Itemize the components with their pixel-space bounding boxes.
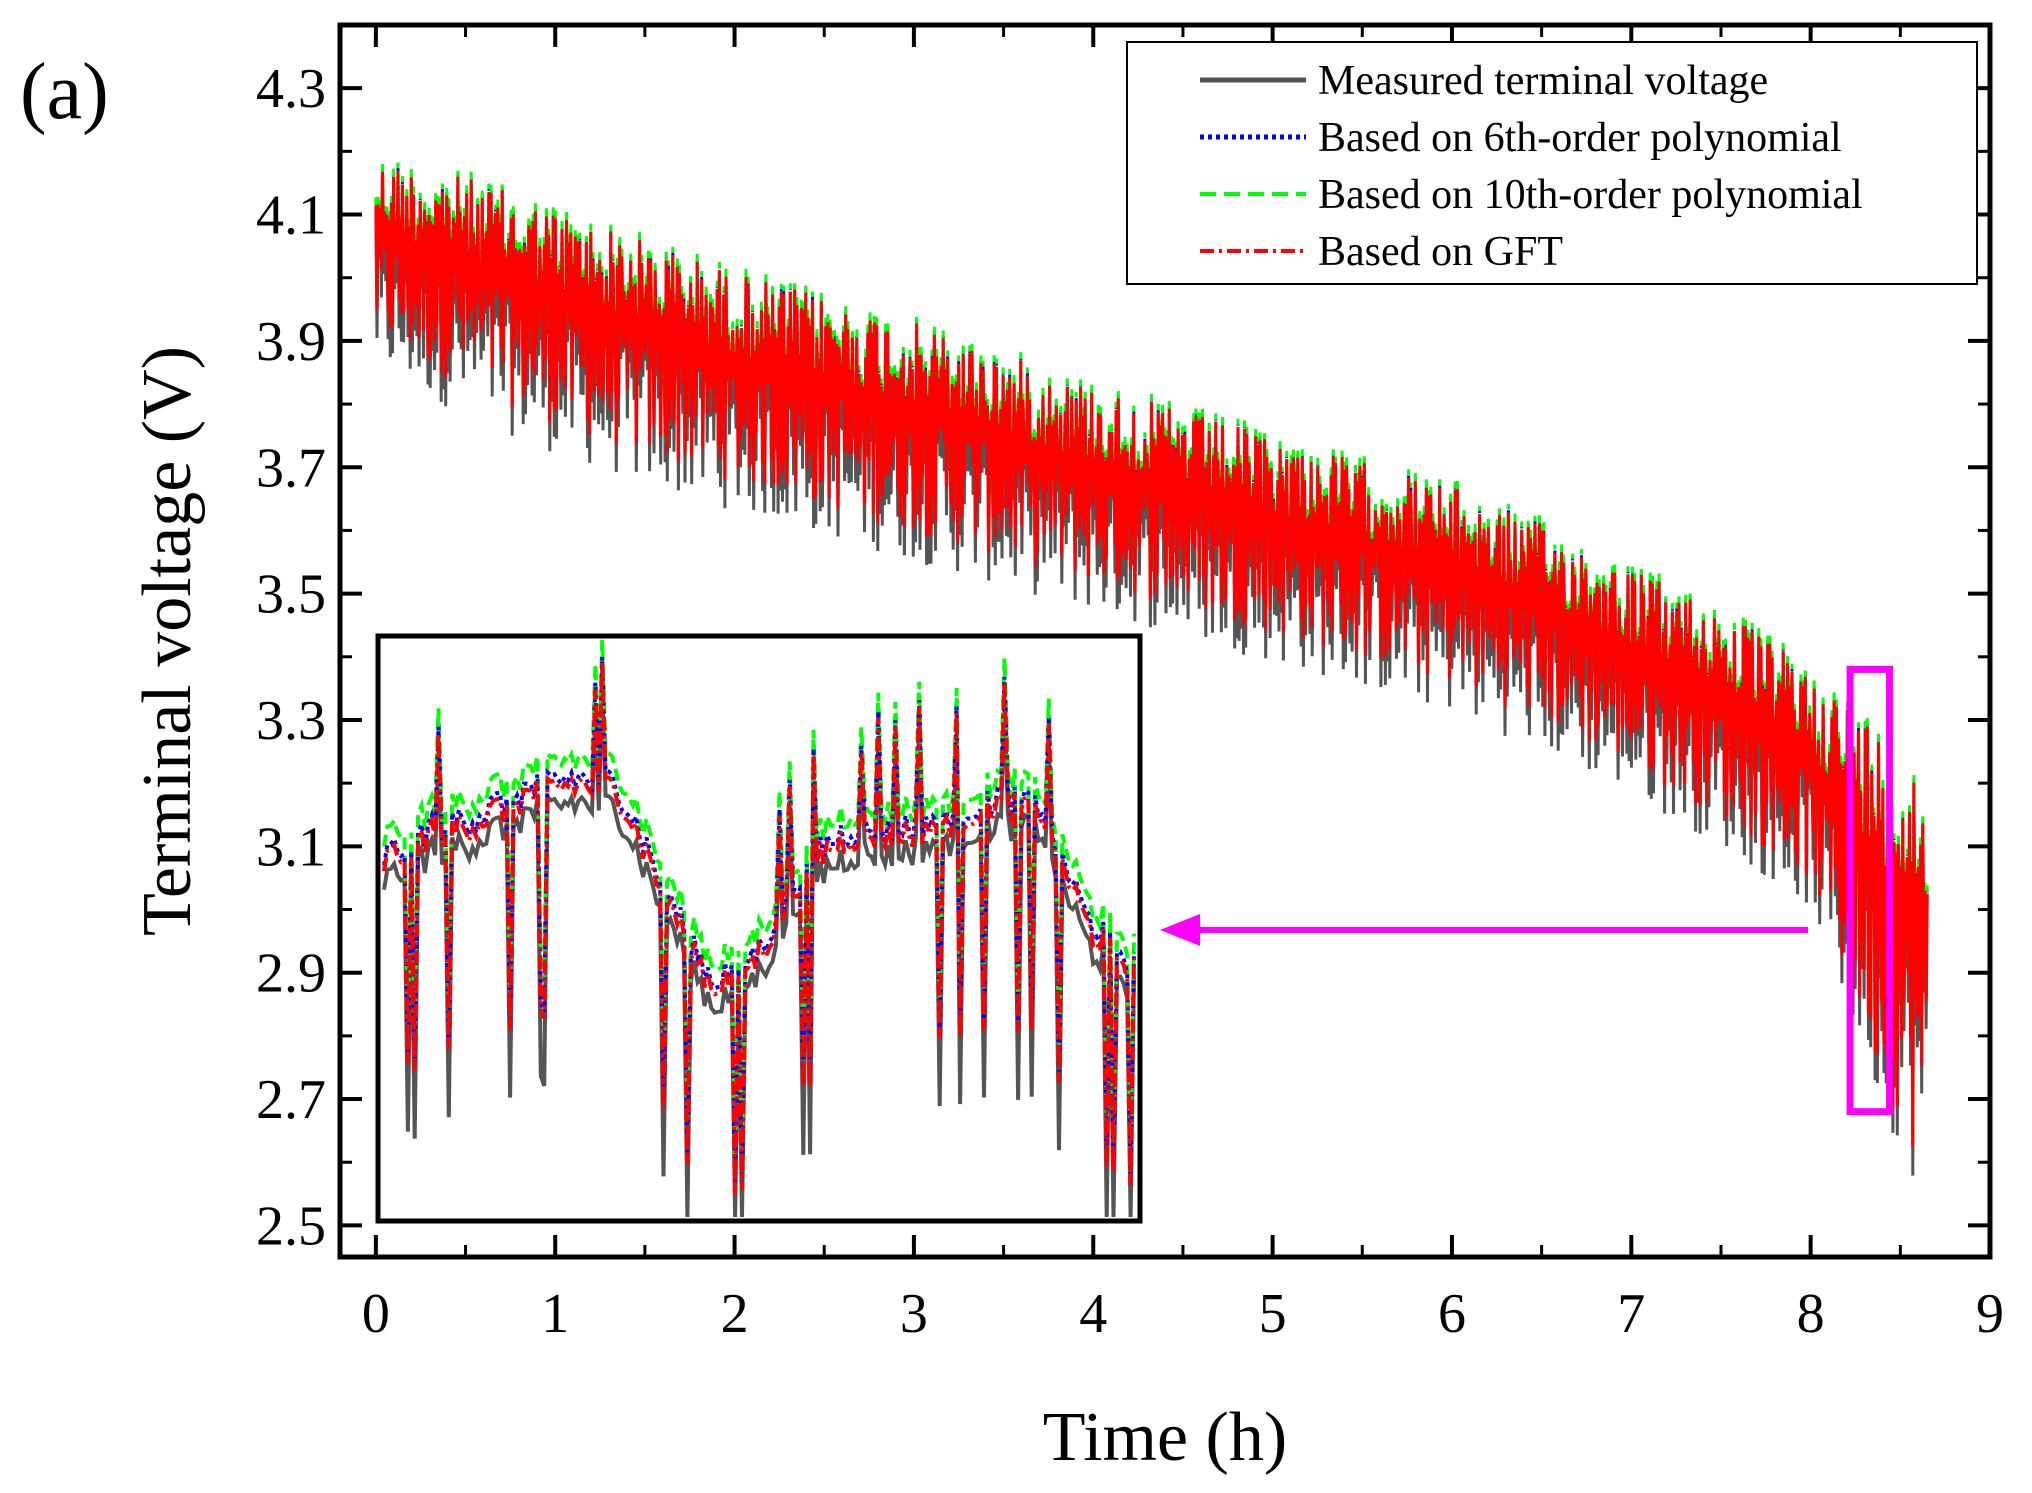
legend-label-poly10: Based on 10th-order polynomial — [1318, 172, 1863, 218]
zoom-region-box — [1846, 665, 1894, 1116]
legend-label-measured: Measured terminal voltage — [1318, 58, 1768, 104]
legend-label-gft: Based on GFT — [1318, 229, 1563, 275]
plot-frame — [337, 22, 1993, 1260]
x-tick-label: 0 — [362, 1283, 390, 1345]
inset-plot — [375, 633, 1143, 1224]
series-gft — [374, 170, 1929, 1148]
zoom-arrow-head — [1160, 914, 1200, 946]
y-tick-label: 3.7 — [256, 437, 326, 499]
x-tick-label: 3 — [900, 1283, 928, 1345]
x-tick-label: 5 — [1259, 1283, 1287, 1345]
y-tick-labels: 2.5 2.7 2.9 3.1 3.3 3.5 3.7 3.9 4.1 4.3 — [256, 58, 326, 1257]
x-axis-title: Time (h) — [1043, 1399, 1287, 1476]
inset-frame — [375, 633, 1143, 1224]
x-tick-label: 4 — [1079, 1283, 1107, 1345]
y-tick-label: 3.1 — [256, 816, 326, 878]
x-tick-labels: 0 1 2 3 4 5 6 7 8 9 — [362, 1283, 2004, 1345]
axis-ticks — [340, 25, 1992, 1257]
x-tick-label: 7 — [1617, 1283, 1645, 1345]
x-tick-label: 6 — [1438, 1283, 1466, 1345]
y-tick-label: 3.9 — [256, 311, 326, 373]
y-tick-label: 2.9 — [256, 943, 326, 1005]
plot-series-group — [374, 162, 1929, 1176]
panel-label: (a) — [20, 48, 109, 136]
y-tick-label: 3.5 — [256, 564, 326, 626]
y-tick-label: 3.3 — [256, 690, 326, 752]
y-tick-label: 4.3 — [256, 58, 326, 120]
legend: Measured terminal voltage Based on 6th-o… — [1126, 41, 1978, 285]
x-tick-label: 1 — [541, 1283, 569, 1345]
y-tick-label: 2.5 — [256, 1195, 326, 1257]
y-tick-label: 4.1 — [256, 185, 326, 247]
y-tick-label: 2.7 — [256, 1069, 326, 1131]
y-axis-title: Terminal voltage (V) — [129, 346, 206, 936]
legend-label-poly6: Based on 6th-order polynomial — [1318, 115, 1842, 161]
inset-series-poly10 — [382, 639, 1136, 1158]
x-tick-label: 8 — [1797, 1283, 1825, 1345]
x-tick-label: 9 — [1976, 1283, 2004, 1345]
inset-series-gft — [382, 663, 1136, 1195]
x-tick-label: 2 — [721, 1283, 749, 1345]
